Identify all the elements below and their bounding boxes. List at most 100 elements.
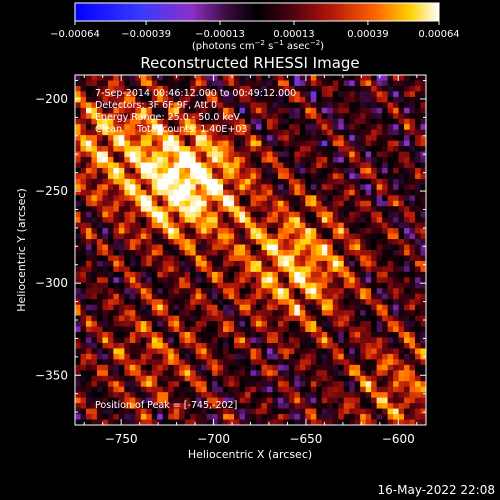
heatmap-cell (398, 107, 405, 114)
heatmap-cell (146, 113, 153, 120)
heatmap-cell (354, 332, 361, 338)
heatmap-cell (250, 408, 257, 415)
heatmap-cell (124, 189, 131, 196)
heatmap-cell (338, 96, 345, 103)
heatmap-cell (113, 337, 120, 344)
heatmap-cell (96, 75, 103, 81)
heatmap-cell (338, 392, 345, 399)
heatmap-cell (157, 217, 164, 224)
heatmap-cell (338, 332, 345, 338)
heatmap-cell (102, 288, 109, 295)
heatmap-cell (277, 326, 284, 333)
heatmap-cell (305, 102, 312, 109)
heatmap-cell (415, 206, 421, 213)
heatmap-cell (129, 375, 136, 382)
heatmap-cell (261, 288, 268, 295)
heatmap-cell (261, 266, 268, 273)
heatmap-cell (288, 102, 295, 109)
heatmap-cell (135, 375, 142, 382)
heatmap-cell (371, 239, 378, 245)
heatmap-cell (332, 135, 339, 142)
heatmap-cell (321, 299, 328, 306)
heatmap-cell (107, 321, 114, 327)
heatmap-cell (179, 178, 186, 185)
heatmap-cell (321, 304, 328, 311)
heatmap-cell (146, 255, 153, 262)
heatmap-cell (162, 271, 169, 278)
heatmap-cell (113, 118, 120, 125)
heatmap-cell (332, 124, 339, 131)
heatmap-cell (354, 75, 361, 81)
heatmap-cell (272, 200, 279, 207)
heatmap-cell (310, 124, 317, 131)
heatmap-cell (354, 326, 361, 333)
heatmap-cell (409, 271, 416, 278)
heatmap-cell (255, 255, 262, 262)
heatmap-cell (201, 129, 208, 136)
heatmap-cell (261, 244, 268, 251)
heatmap-cell (354, 211, 361, 218)
heatmap-cell (398, 353, 405, 360)
heatmap-cell (294, 102, 301, 109)
heatmap-cell (382, 359, 389, 366)
heatmap-cell (102, 195, 109, 202)
heatmap-cell (96, 107, 103, 114)
heatmap-cell (305, 250, 312, 256)
heatmap-cell (135, 91, 142, 98)
heatmap-cell (354, 392, 361, 399)
heatmap-cell (272, 140, 279, 147)
heatmap-cell (376, 189, 383, 196)
heatmap-cell (195, 178, 202, 185)
heatmap-cell (195, 80, 202, 87)
heatmap-cell (162, 167, 169, 174)
heatmap-cell (332, 277, 339, 284)
heatmap-cell (228, 85, 235, 92)
heatmap-cell (321, 414, 328, 420)
heatmap-cell (266, 419, 273, 426)
heatmap-cell (398, 162, 405, 169)
heatmap-cell (239, 80, 246, 87)
heatmap-cell (179, 397, 186, 404)
heatmap-cell (228, 107, 235, 114)
heatmap-cell (376, 332, 383, 338)
heatmap-cell (277, 321, 284, 327)
heatmap-cell (223, 91, 229, 98)
heatmap-cell (277, 189, 284, 196)
heatmap-cell (118, 129, 125, 136)
heatmap-cell (415, 233, 421, 240)
heatmap-cell (234, 282, 240, 289)
heatmap-cell (310, 332, 317, 338)
heatmap-cell (190, 419, 197, 426)
heatmap-cell (277, 173, 284, 180)
heatmap-cell (157, 321, 164, 327)
heatmap-cell (212, 206, 218, 213)
heatmap-cell (173, 206, 180, 213)
heatmap-cell (201, 217, 208, 224)
heatmap-cell (168, 91, 175, 98)
heatmap-cell (124, 293, 131, 300)
heatmap-cell (91, 375, 98, 382)
heatmap-cell (387, 173, 394, 180)
heatmap-cell (245, 408, 251, 415)
heatmap-cell (321, 140, 328, 147)
heatmap-cell (239, 244, 246, 251)
heatmap-cell (250, 386, 257, 393)
heatmap-cell (299, 288, 306, 295)
heatmap-cell (305, 414, 312, 420)
heatmap-cell (365, 271, 372, 278)
heatmap-cell (277, 337, 284, 344)
heatmap-cell (310, 118, 317, 125)
heatmap-cell (294, 304, 301, 311)
heatmap-cell (415, 392, 421, 399)
heatmap-cell (255, 408, 262, 415)
heatmap-cell (316, 315, 323, 322)
heatmap-cell (321, 348, 328, 355)
heatmap-cell (310, 359, 317, 366)
heatmap-cell (157, 304, 164, 311)
heatmap-cell (75, 200, 81, 207)
heatmap-cell (179, 414, 186, 420)
heatmap-cell (393, 304, 399, 311)
heatmap-cell (96, 266, 103, 273)
heatmap-cell (310, 353, 317, 360)
heatmap-cell (343, 288, 350, 295)
